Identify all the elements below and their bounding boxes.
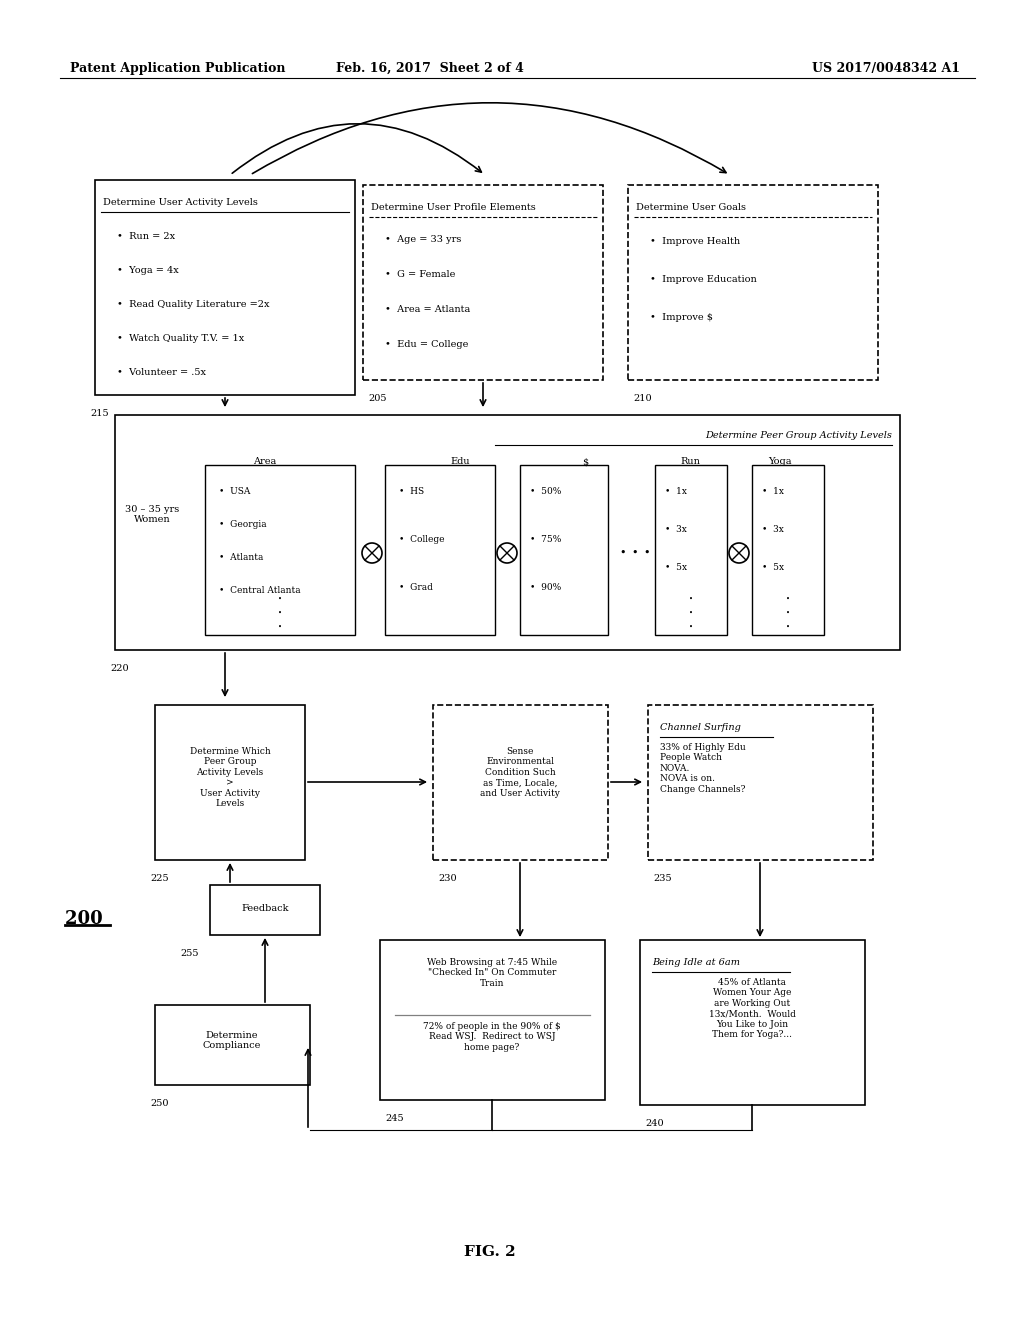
Text: Determine Which
Peer Group
Activity Levels
>
User Activity
Levels: Determine Which Peer Group Activity Leve… <box>189 747 270 808</box>
Text: •  Central Atlanta: • Central Atlanta <box>219 586 301 595</box>
Text: •  5x: • 5x <box>665 564 687 572</box>
Text: 240: 240 <box>645 1119 664 1129</box>
Text: 45% of Atlanta
Women Your Age
are Working Out
13x/Month.  Would
You Like to Join: 45% of Atlanta Women Your Age are Workin… <box>709 978 796 1039</box>
Text: Channel Surfing: Channel Surfing <box>660 723 741 733</box>
Text: •  1x: • 1x <box>762 487 784 496</box>
Text: •  1x: • 1x <box>665 487 687 496</box>
Text: •  HS: • HS <box>399 487 424 496</box>
Text: Determine
Compliance: Determine Compliance <box>203 1031 261 1051</box>
Text: •  90%: • 90% <box>530 583 561 591</box>
Text: US 2017/0048342 A1: US 2017/0048342 A1 <box>812 62 961 75</box>
Text: •  Area = Atlanta: • Area = Atlanta <box>385 305 470 314</box>
Text: 250: 250 <box>150 1100 169 1107</box>
Text: Determine User Activity Levels: Determine User Activity Levels <box>103 198 258 207</box>
Text: •  Georgia: • Georgia <box>219 520 266 529</box>
Text: •  5x: • 5x <box>762 564 784 572</box>
Text: •  College: • College <box>399 535 444 544</box>
Bar <box>385 465 495 635</box>
Text: •: • <box>689 609 693 616</box>
Bar <box>648 705 873 861</box>
Text: Patent Application Publication: Patent Application Publication <box>70 62 286 75</box>
Text: Web Browsing at 7:45 While
"Checked In" On Commuter
Train: Web Browsing at 7:45 While "Checked In" … <box>427 958 557 987</box>
Bar <box>640 940 865 1105</box>
Bar <box>95 180 355 395</box>
Text: •: • <box>278 623 282 631</box>
Bar <box>752 465 824 635</box>
Text: •: • <box>786 595 790 603</box>
Text: 215: 215 <box>90 409 109 418</box>
Bar <box>655 465 727 635</box>
Text: •  Run = 2x: • Run = 2x <box>117 232 175 242</box>
Text: •  G = Female: • G = Female <box>385 271 456 279</box>
Bar <box>115 414 900 649</box>
Text: •  Improve Education: • Improve Education <box>650 275 757 284</box>
Text: •  Age = 33 yrs: • Age = 33 yrs <box>385 235 462 244</box>
Text: 72% of people in the 90% of $
Read WSJ.  Redirect to WSJ
home page?: 72% of people in the 90% of $ Read WSJ. … <box>423 1022 561 1052</box>
Bar <box>155 705 305 861</box>
Text: Determine User Profile Elements: Determine User Profile Elements <box>371 203 536 213</box>
Text: 210: 210 <box>633 393 651 403</box>
Text: $: $ <box>582 457 588 466</box>
Text: 205: 205 <box>368 393 386 403</box>
Text: 245: 245 <box>385 1114 403 1123</box>
Text: •: • <box>786 609 790 616</box>
Text: 230: 230 <box>438 874 457 883</box>
Text: •: • <box>278 595 282 603</box>
Text: •: • <box>689 595 693 603</box>
Text: Yoga: Yoga <box>768 457 792 466</box>
Text: 220: 220 <box>110 664 129 673</box>
Text: ​200: ​200 <box>65 909 102 928</box>
Text: Edu: Edu <box>451 457 470 466</box>
Text: 235: 235 <box>653 874 672 883</box>
Text: 30 – 35 yrs
Women: 30 – 35 yrs Women <box>125 506 179 524</box>
Text: •: • <box>632 548 638 558</box>
Text: •: • <box>620 548 627 558</box>
Text: 255: 255 <box>180 949 199 958</box>
Text: •: • <box>689 623 693 631</box>
Bar <box>520 465 608 635</box>
Text: Feb. 16, 2017  Sheet 2 of 4: Feb. 16, 2017 Sheet 2 of 4 <box>336 62 524 75</box>
Text: •  Watch Quality T.V. = 1x: • Watch Quality T.V. = 1x <box>117 334 245 343</box>
Text: •  USA: • USA <box>219 487 251 496</box>
Text: 225: 225 <box>150 874 169 883</box>
Text: 33% of Highly Edu
People Watch
NOVA.
NOVA is on.
Change Channels?: 33% of Highly Edu People Watch NOVA. NOV… <box>660 743 745 793</box>
Text: •  Improve $: • Improve $ <box>650 313 713 322</box>
Bar <box>210 884 319 935</box>
Text: •  Atlanta: • Atlanta <box>219 553 263 562</box>
Text: •: • <box>644 548 650 558</box>
Text: Feedback: Feedback <box>242 904 289 913</box>
Text: Being Idle at 6am: Being Idle at 6am <box>652 958 740 968</box>
Text: •  Edu = College: • Edu = College <box>385 341 468 348</box>
Text: •  Read Quality Literature =2x: • Read Quality Literature =2x <box>117 300 269 309</box>
Text: Area: Area <box>253 457 276 466</box>
Text: Run: Run <box>680 457 700 466</box>
Text: •: • <box>278 609 282 616</box>
Bar <box>155 1005 310 1085</box>
Text: •  Grad: • Grad <box>399 583 433 591</box>
Text: Determine Peer Group Activity Levels: Determine Peer Group Activity Levels <box>706 432 892 440</box>
Bar <box>433 705 608 861</box>
Text: •  Volunteer = .5x: • Volunteer = .5x <box>117 368 206 378</box>
Text: •  50%: • 50% <box>530 487 561 496</box>
Text: •  3x: • 3x <box>762 525 784 535</box>
Text: Sense
Environmental
Condition Such
as Time, Locale,
and User Activity: Sense Environmental Condition Such as Ti… <box>480 747 560 797</box>
Text: •  Improve Health: • Improve Health <box>650 238 740 246</box>
Bar <box>628 185 878 380</box>
Text: •: • <box>786 623 790 631</box>
Text: •  3x: • 3x <box>665 525 687 535</box>
Text: Determine User Goals: Determine User Goals <box>636 203 746 213</box>
Text: •  Yoga = 4x: • Yoga = 4x <box>117 267 179 275</box>
Text: •  75%: • 75% <box>530 535 561 544</box>
Bar <box>380 940 605 1100</box>
Text: FIG. 2: FIG. 2 <box>464 1245 516 1259</box>
Bar <box>205 465 355 635</box>
Bar <box>362 185 603 380</box>
